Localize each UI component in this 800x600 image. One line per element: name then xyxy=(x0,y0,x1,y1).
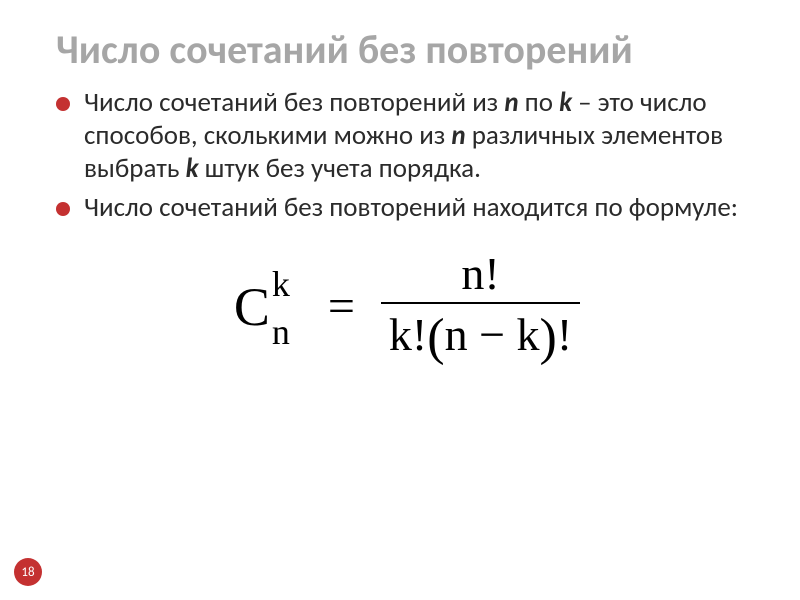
formula-numerator: n! xyxy=(381,247,580,302)
slide-title: Число сочетаний без повторений xyxy=(56,28,758,73)
formula-c-term: C k n xyxy=(234,280,270,334)
slide-number-badge: 18 xyxy=(14,558,42,586)
formula-superscript: k xyxy=(272,266,290,302)
formula-fraction: n! k!(n − k)! xyxy=(381,247,580,367)
formula-denominator: k!(n − k)! xyxy=(381,302,580,367)
den-fact: ! xyxy=(557,309,572,360)
den-inner: n − k xyxy=(445,309,540,360)
combinations-formula: C k n = n! k!(n − k)! xyxy=(234,247,580,367)
bullet-list: Число сочетаний без повторений из n по k… xyxy=(56,87,758,225)
formula-base: C xyxy=(234,277,270,337)
den-paren-close: ) xyxy=(540,309,557,366)
formula-subscript: n xyxy=(272,314,290,350)
bullet-item: Число сочетаний без повторений находится… xyxy=(56,192,758,225)
den-left: k! xyxy=(389,309,427,360)
den-paren-open: ( xyxy=(427,309,444,366)
bullet-item: Число сочетаний без повторений из n по k… xyxy=(56,87,758,186)
formula-area: C k n = n! k!(n − k)! xyxy=(56,247,758,367)
formula-equals: = xyxy=(328,279,355,334)
